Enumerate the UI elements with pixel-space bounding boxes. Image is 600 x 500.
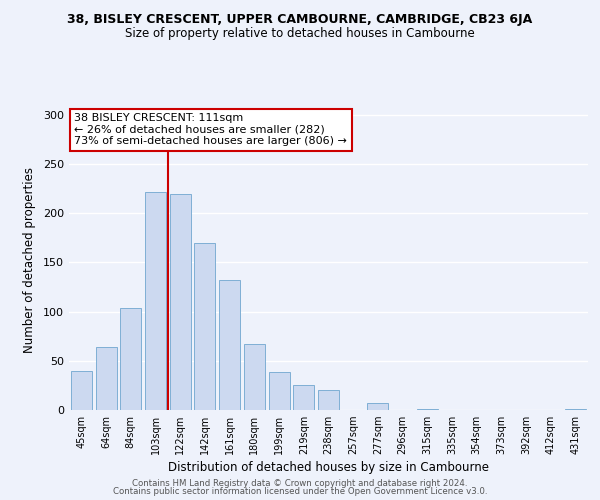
Bar — [293, 386, 314, 410]
X-axis label: Distribution of detached houses by size in Cambourne: Distribution of detached houses by size … — [168, 462, 489, 474]
Bar — [170, 194, 191, 410]
Bar — [565, 409, 586, 410]
Y-axis label: Number of detached properties: Number of detached properties — [23, 167, 36, 353]
Text: Contains public sector information licensed under the Open Government Licence v3: Contains public sector information licen… — [113, 487, 487, 496]
Text: 38 BISLEY CRESCENT: 111sqm
← 26% of detached houses are smaller (282)
73% of sem: 38 BISLEY CRESCENT: 111sqm ← 26% of deta… — [74, 113, 347, 146]
Text: Size of property relative to detached houses in Cambourne: Size of property relative to detached ho… — [125, 28, 475, 40]
Bar — [120, 308, 141, 410]
Text: Contains HM Land Registry data © Crown copyright and database right 2024.: Contains HM Land Registry data © Crown c… — [132, 478, 468, 488]
Bar — [244, 344, 265, 410]
Bar — [367, 403, 388, 410]
Bar — [269, 372, 290, 410]
Bar — [318, 390, 339, 410]
Bar — [194, 243, 215, 410]
Bar — [145, 192, 166, 410]
Bar — [219, 280, 240, 410]
Bar — [95, 347, 116, 410]
Bar — [417, 409, 438, 410]
Bar — [71, 370, 92, 410]
Text: 38, BISLEY CRESCENT, UPPER CAMBOURNE, CAMBRIDGE, CB23 6JA: 38, BISLEY CRESCENT, UPPER CAMBOURNE, CA… — [67, 12, 533, 26]
